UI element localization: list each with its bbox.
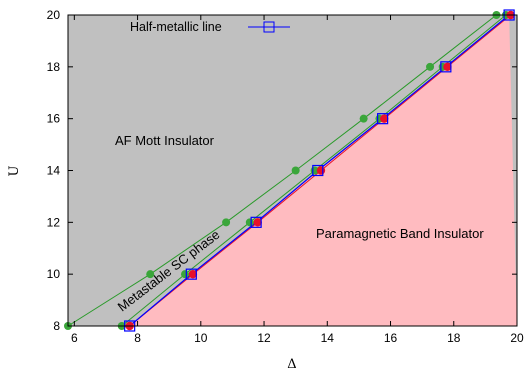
red-marker-4 — [379, 114, 389, 123]
markers-layer — [64, 9, 515, 332]
half-metallic-marker-1 — [185, 268, 197, 280]
x-tick-label-4: 14 — [321, 331, 335, 345]
y-tick-label-0: 8 — [53, 319, 60, 333]
x-tick-label-7: 20 — [510, 331, 524, 345]
green-marker-upper-4 — [359, 114, 368, 123]
green-marker-upper-1 — [146, 270, 155, 279]
legend-square-marker — [263, 21, 275, 33]
red-marker-1 — [188, 269, 198, 279]
x-axis-label: Δ — [287, 357, 296, 371]
y-tick-label-1: 10 — [47, 267, 61, 281]
x-tick-label-2: 10 — [194, 331, 208, 345]
green-marker-upper-2 — [222, 218, 231, 227]
paramagnetic-label: Paramagnetic Band Insulator — [316, 226, 484, 241]
af-mott-label: AF Mott Insulator — [115, 133, 215, 148]
x-tick-label-0: 6 — [71, 331, 78, 345]
half-metallic-marker-5 — [440, 61, 452, 73]
y-tick-label-5: 18 — [47, 60, 61, 74]
green-marker-lower-1 — [180, 270, 189, 279]
red-marker-2 — [253, 218, 262, 227]
green-marker-lower-2 — [245, 218, 254, 227]
y-tick-label-3: 14 — [47, 164, 61, 178]
red-marker-5 — [443, 62, 452, 72]
legend-label: Half-metallic line — [130, 20, 222, 34]
red-marker-3 — [316, 166, 326, 175]
x-tick-label-5: 16 — [384, 331, 398, 345]
legend: Half-metallic line — [130, 20, 290, 34]
green-marker-upper-3 — [291, 166, 300, 175]
y-tick-label-6: 20 — [47, 8, 61, 22]
x-tick-label-3: 12 — [257, 331, 271, 345]
x-tick-label-6: 18 — [447, 331, 461, 345]
green-marker-upper-5 — [426, 62, 435, 71]
y-axis-label: U — [7, 165, 22, 176]
x-tick-label-1: 8 — [134, 331, 141, 345]
half-metallic-marker-3 — [312, 164, 324, 177]
y-tick-label-4: 16 — [47, 112, 61, 126]
half-metallic-marker-2 — [250, 216, 262, 228]
y-tick-label-2: 12 — [47, 215, 61, 229]
half-metallic-marker-4 — [377, 113, 389, 125]
